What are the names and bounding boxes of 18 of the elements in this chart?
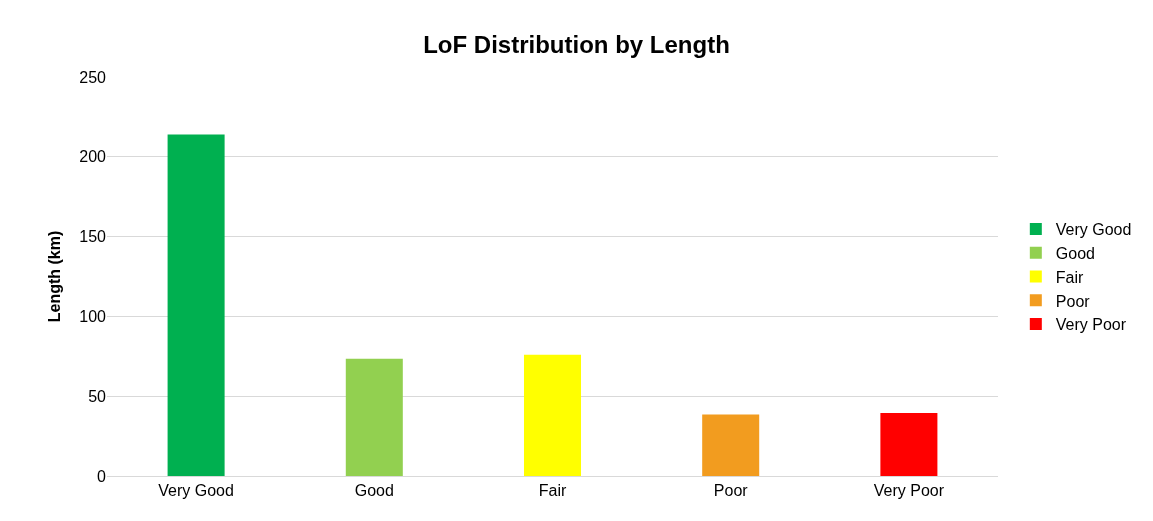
legend-label: Fair: [1055, 268, 1085, 286]
chart-title: LoF Distribution by Length: [423, 31, 730, 59]
y-tick-label: 100: [79, 308, 107, 325]
y-tick-label: 200: [79, 148, 107, 166]
legend-label: Very Good: [1055, 221, 1132, 239]
y-tick-label: 150: [79, 228, 107, 246]
legend-label: Good: [1055, 244, 1095, 262]
x-tick-label: Good: [354, 482, 394, 500]
x-tick-label: Poor: [713, 482, 749, 500]
y-tick-label: 50: [88, 387, 107, 405]
y-axis-title: Length (km): [46, 230, 64, 323]
y-tick-label: 250: [79, 68, 107, 86]
x-tick-label: Very Poor: [873, 482, 945, 500]
legend-label: Poor: [1055, 292, 1091, 310]
x-tick-label: Very Good: [158, 482, 234, 500]
y-tick-label: 0: [97, 467, 107, 485]
legend-label: Very Poor: [1055, 316, 1127, 334]
x-tick-label: Fair: [538, 482, 567, 500]
